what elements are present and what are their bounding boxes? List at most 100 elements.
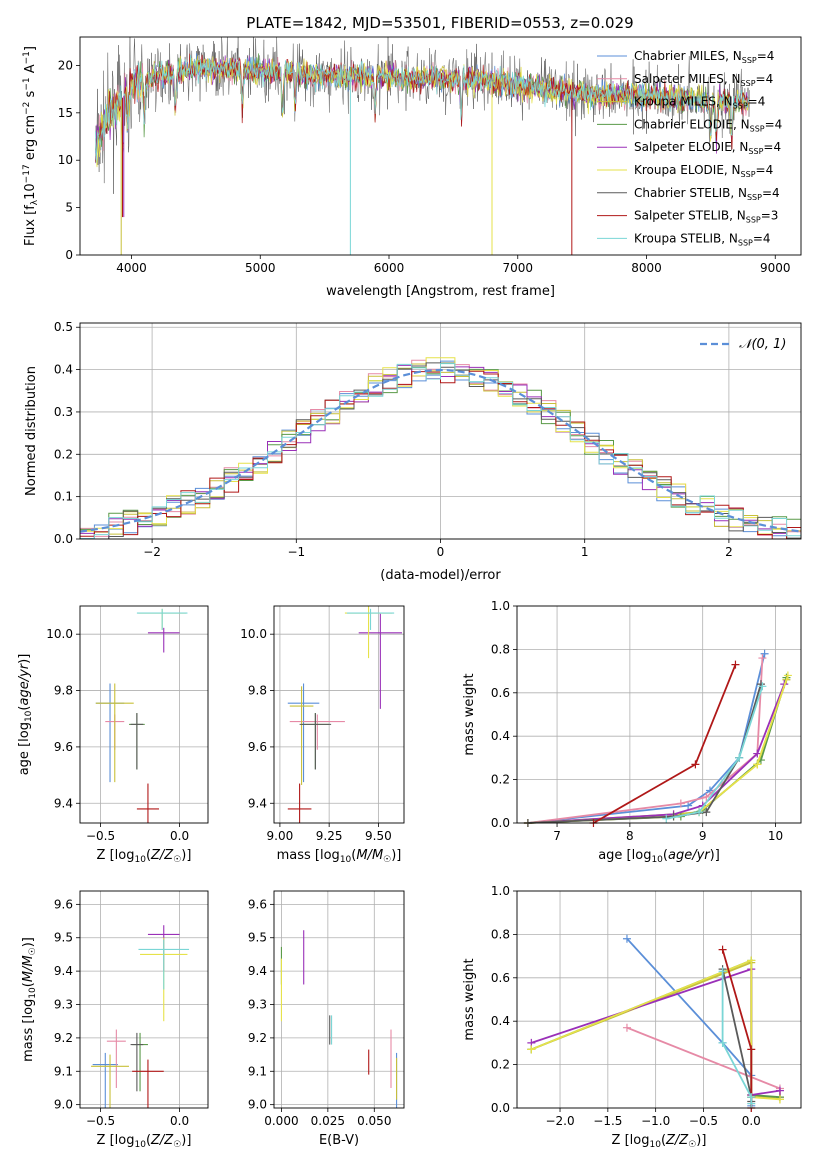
legend-label: Kroupa ELODIE, NSSP=4 [634,163,773,179]
x-axis-label: wavelength [Angstrom, rest frame] [326,284,555,299]
x-tick-label: 0.000 [264,1114,298,1128]
weight-marker [622,1023,631,1032]
legend-label: Chabrier MILES, NSSP=4 [634,49,774,65]
x-tick-label: 7000 [502,261,533,275]
y-tick-label: 9.2 [248,1031,267,1045]
data-point-0 [92,1052,118,1108]
y-tick-label: 9.6 [248,897,267,911]
x-tick-label: 7 [553,829,561,843]
x-tick-label: 6000 [374,261,405,275]
x-axis-label: Z [log10(Z/Z☉)] [97,1133,192,1150]
data-point-8 [136,608,188,630]
y-tick-label: 0.0 [491,1101,510,1115]
weight-marker [691,760,700,769]
y-tick-label: 5 [65,201,73,215]
axes-frame [516,890,802,1109]
weight-marker [662,814,671,823]
y-tick-label: 0.2 [491,773,510,787]
y-tick-label: 9.4 [248,796,267,810]
x-tick-label: 9.25 [316,829,343,843]
y-tick-label: 9.8 [54,684,73,698]
x-tick-label: 9000 [760,261,791,275]
weight-marker [718,967,727,976]
x-tick-label: 0.0 [170,1114,189,1128]
y-tick-label: 9.1 [54,1064,73,1078]
data-point-4 [147,627,180,653]
data-point-2 [91,1054,129,1108]
axes-frame [79,322,802,540]
x-tick-label: −2 [143,545,161,559]
data-point-5 [344,606,393,659]
x-tick-label: 4000 [116,261,147,275]
panel-age_vs_mass: 9.00 9.25 9.50 9.4 9.6 9.8 10.0 mass [log10(M/M… [240,605,405,865]
x-axis-label: (data-model)/error [380,568,501,583]
weight-marker [718,1038,727,1047]
y-tick-label: 9.5 [248,931,267,945]
spectrum-lines [95,37,750,255]
y-axis-label: mass [log10(M/M☉)] [21,937,38,1062]
y-tick-label: 0.1 [54,490,73,504]
data-point-0 [95,683,125,783]
points [280,930,398,1108]
data-point-8 [138,939,190,990]
points [287,606,403,823]
y-tick-label: 9.6 [248,740,267,754]
legend-label: 𝒩(0, 1) [739,337,786,352]
x-tick-label: 0.0 [742,1114,761,1128]
weight-line-5 [527,675,789,824]
x-tick-label: 9.50 [365,829,392,843]
y-axis-label: mass weight [462,673,477,755]
axes-frame [516,605,802,824]
lines [527,934,784,1112]
y-tick-label: 10 [58,153,73,167]
y-tick-label: 9.0 [248,1098,267,1112]
y-tick-label: 0.4 [491,1014,510,1028]
y-tick-label: 9.1 [248,1064,267,1078]
y-tick-label: 15 [58,106,73,120]
y-tick-label: 1.0 [491,884,510,898]
x-tick-label: −0.5 [689,1114,718,1128]
weight-marker [622,934,631,943]
weight-marker [527,1045,536,1054]
legend-label: Chabrier ELODIE, NSSP=4 [634,117,782,133]
data-point-4 [358,613,403,709]
x-tick-label: −0.5 [86,1114,115,1128]
x-tick-label: −2.0 [545,1114,574,1128]
weight-marker [718,945,727,954]
x-axis-label: Z [log10(Z/Z☉)] [97,848,192,865]
weight-marker [747,1045,756,1054]
y-tick-label: 9.5 [54,931,73,945]
y-tick-label: 0 [65,248,73,262]
y-tick-label: 20 [58,58,73,72]
data-point-6 [130,1032,144,1092]
data-point-2 [289,686,314,785]
weight-marker [783,671,792,680]
panel-weight_vs_age: 7 8 9 10 0.0 0.2 0.4 0.6 0.8 1.0 mass weight age [l… [462,599,802,865]
y-tick-label: 9.3 [248,998,267,1012]
x-axis-label: E(B-V) [319,1133,359,1148]
weight-marker [684,801,693,810]
weight-marker [702,792,711,801]
weight-marker [758,654,767,663]
weight-line-2 [527,679,788,824]
weight-line-5 [530,959,781,1101]
panel-age_vs_Z: −0.5 0.0 9.4 9.6 9.8 10.0 Z [log10(Z/Z☉)] age [… [17,605,209,865]
y-tick-label: 0.4 [491,729,510,743]
weight-line-4 [527,683,786,824]
weight-marker [775,1086,784,1095]
y-tick-label: 0.2 [54,447,73,461]
x-tick-label: 0.0 [170,829,189,843]
data-point-3 [132,1032,148,1092]
y-tick-label: 1.0 [491,599,510,613]
weight-marker [735,753,744,762]
legend-label: Chabrier STELIB, NSSP=4 [634,186,780,202]
legend-label: Salpeter STELIB, NSSP=3 [634,209,778,225]
panel-spectrum: 4000 5000 6000 7000 8000 9000 0 5 10 15 20 Flux [fλ… [22,36,802,299]
y-axis-label: Flux [fλ10−17 erg cm−2 s−1 A−1] [22,46,40,246]
y-tick-label: 0.8 [491,642,510,656]
x-tick-label: −0.5 [86,829,115,843]
y-axis-label: Normed distribution [24,366,39,496]
panel-residuals: −2 −1 0 1 2 0.0 0.1 0.2 0.3 0.4 0.5 𝒩(0, 1) (data-mo… [24,320,802,583]
histogram-8 [80,363,801,539]
